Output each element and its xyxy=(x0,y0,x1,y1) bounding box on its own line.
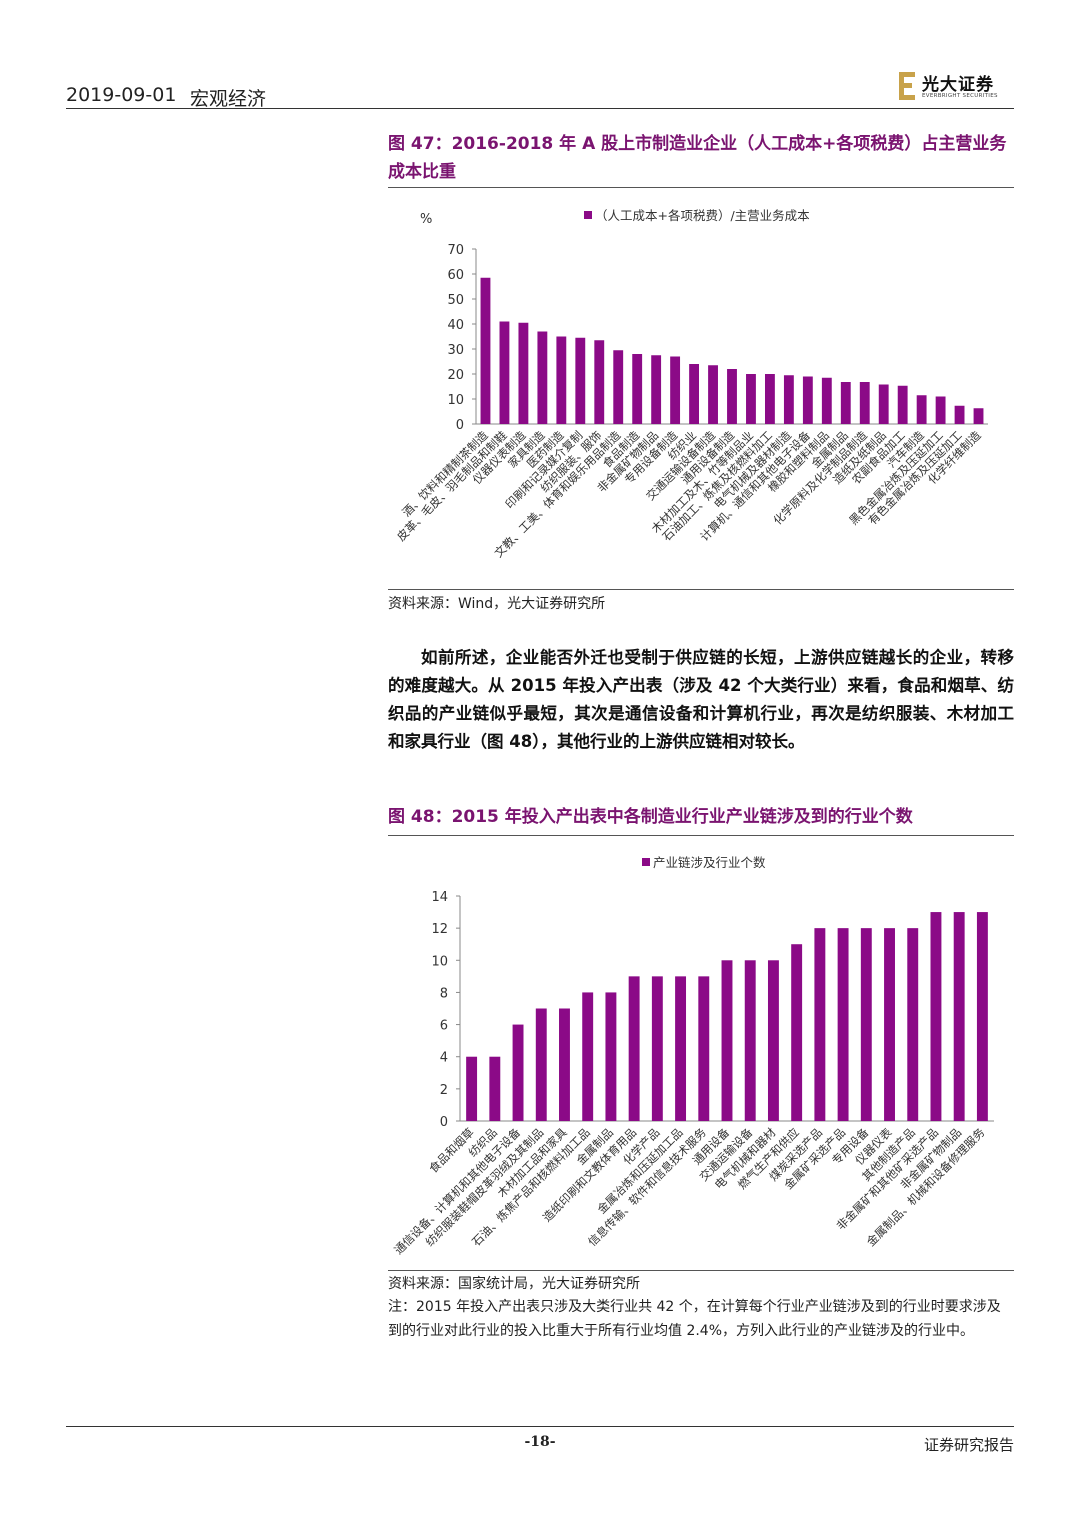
figure-47-source: 资料来源：Wind，光大证券研究所 xyxy=(388,596,606,612)
chart47-bar xyxy=(708,365,718,424)
figure-47-bottom-rule xyxy=(388,589,1014,590)
chart48-y-tick-label: 6 xyxy=(440,1019,448,1034)
footer-divider xyxy=(66,1426,1014,1427)
chart47-bar xyxy=(916,395,927,424)
chart48-legend-swatch xyxy=(642,858,650,866)
chart48-bar xyxy=(814,928,826,1121)
chart47-y-tick-label: 20 xyxy=(447,368,464,383)
chart48-y-tick-label: 10 xyxy=(431,954,448,969)
logo-text: 光大证券 xyxy=(922,75,994,95)
chart47-category-label: 皮革、毛皮、羽毛制品和制鞋 xyxy=(394,428,510,544)
chart47-y-tick-label: 30 xyxy=(447,343,464,358)
chart47-y-tick-label: 10 xyxy=(447,393,464,408)
chart47-y-axis-label: % xyxy=(420,212,432,227)
chart48-bar xyxy=(907,928,919,1121)
chart48-bar xyxy=(489,1056,501,1121)
chart48-bar xyxy=(767,960,779,1121)
chart48-bar xyxy=(953,912,965,1121)
chart47-bar xyxy=(840,382,851,424)
chart48-bar xyxy=(860,928,872,1121)
figure-48-top-rule xyxy=(388,835,1014,836)
chart47-bar xyxy=(973,408,984,424)
chart47-bar xyxy=(499,321,510,424)
header-divider xyxy=(66,108,1014,109)
chart48-bar xyxy=(466,1056,478,1121)
chart48-bar xyxy=(698,976,710,1121)
chart47-bar xyxy=(632,354,643,424)
chart47-y-tick-label: 70 xyxy=(447,243,464,258)
chart48-bar xyxy=(791,944,803,1121)
chart48-bar xyxy=(628,976,640,1121)
logo: 光大证券 EVERBRIGHT SECURITIES xyxy=(896,70,1014,104)
chart47-bar xyxy=(802,376,813,424)
header-topic: 宏观经济 xyxy=(190,88,267,110)
chart48-bar xyxy=(976,912,988,1121)
chart48-y-tick-label: 2 xyxy=(440,1083,448,1098)
chart47-bar xyxy=(537,331,548,424)
chart47-bar xyxy=(480,277,491,424)
chart47-bar xyxy=(746,374,756,424)
chart48-y-tick-label: 12 xyxy=(431,922,448,937)
chart47-bar xyxy=(764,374,775,424)
figure-48-note: 注：2015 年投入产出表只涉及大类行业共 42 个，在计算每个行业产业链涉及到… xyxy=(388,1299,1001,1339)
figure-47-title: 图 47：2016-2018 年 A 股上市制造业企业（人工成本+各项税费）占主… xyxy=(388,134,1007,182)
chart47-bar xyxy=(727,369,737,424)
chart47-bar xyxy=(575,337,586,424)
chart47-bar xyxy=(859,382,870,424)
logo-subtext: EVERBRIGHT SECURITIES xyxy=(922,93,998,99)
chart48-legend-label: 产业链涉及行业个数 xyxy=(653,855,766,870)
chart47-bar xyxy=(689,364,700,424)
chart48-bar xyxy=(721,960,733,1121)
chart48-bar xyxy=(512,1024,524,1121)
chart48-bar xyxy=(837,928,849,1121)
chart48-bar xyxy=(651,976,663,1121)
chart47-bar xyxy=(670,356,681,424)
chart48-bar xyxy=(884,928,895,1121)
chart47-legend-swatch xyxy=(584,211,592,219)
chart48-y-tick-label: 4 xyxy=(440,1051,448,1066)
chart47-bar xyxy=(821,377,832,424)
chart48-bar xyxy=(605,992,617,1121)
chart47-bar xyxy=(783,375,794,424)
chart48-y-tick-label: 0 xyxy=(440,1115,448,1130)
figure-47-top-rule xyxy=(388,187,1014,188)
chart48-bar xyxy=(559,1008,570,1121)
figure-48-bottom-rule xyxy=(388,1270,1014,1271)
chart47-y-tick-label: 50 xyxy=(447,293,464,308)
chart47-bar xyxy=(518,322,529,424)
chart48-y-tick-label: 8 xyxy=(440,986,448,1001)
chart47-legend-label: （人工成本+各项税费）/主营业务成本 xyxy=(595,208,810,223)
chart47-bar xyxy=(897,385,908,424)
chart47-y-tick-label: 0 xyxy=(456,418,464,433)
logo-mark-icon xyxy=(899,72,915,100)
body-paragraph: 如前所述，企业能否外迁也受制于供应链的长短，上游供应链越长的企业，转移的难度越大… xyxy=(388,648,1014,751)
chart48-bar xyxy=(535,1008,547,1121)
chart48-bar xyxy=(930,912,942,1121)
chart47-bar xyxy=(594,340,605,424)
chart47-y-tick-label: 40 xyxy=(447,318,464,333)
chart47-bar xyxy=(556,336,567,424)
chart48-bar xyxy=(675,976,687,1121)
header-date: 2019-09-01 xyxy=(66,84,177,106)
chart47-bar xyxy=(954,405,965,424)
chart48-y-tick-label: 14 xyxy=(431,890,448,905)
chart47-y-tick-label: 60 xyxy=(447,268,464,283)
page-number: -18- xyxy=(524,1434,556,1450)
chart47-bar xyxy=(613,350,624,424)
chart47-bar xyxy=(878,384,889,424)
chart48-bar xyxy=(744,960,756,1121)
chart48-bar xyxy=(582,992,594,1121)
chart47-bar xyxy=(935,396,946,424)
figure-48-source: 资料来源：国家统计局，光大证券研究所 xyxy=(388,1276,640,1292)
figure-48-title: 图 48：2015 年投入产出表中各制造业行业产业链涉及到的行业个数 xyxy=(388,807,913,827)
footer-label: 证券研究报告 xyxy=(923,1436,1014,1454)
figure-48-chart: 02468101214产业链涉及行业个数食品和烟草纺织品通信设备、计算机和其他电… xyxy=(391,855,994,1257)
chart47-bar xyxy=(651,355,662,424)
